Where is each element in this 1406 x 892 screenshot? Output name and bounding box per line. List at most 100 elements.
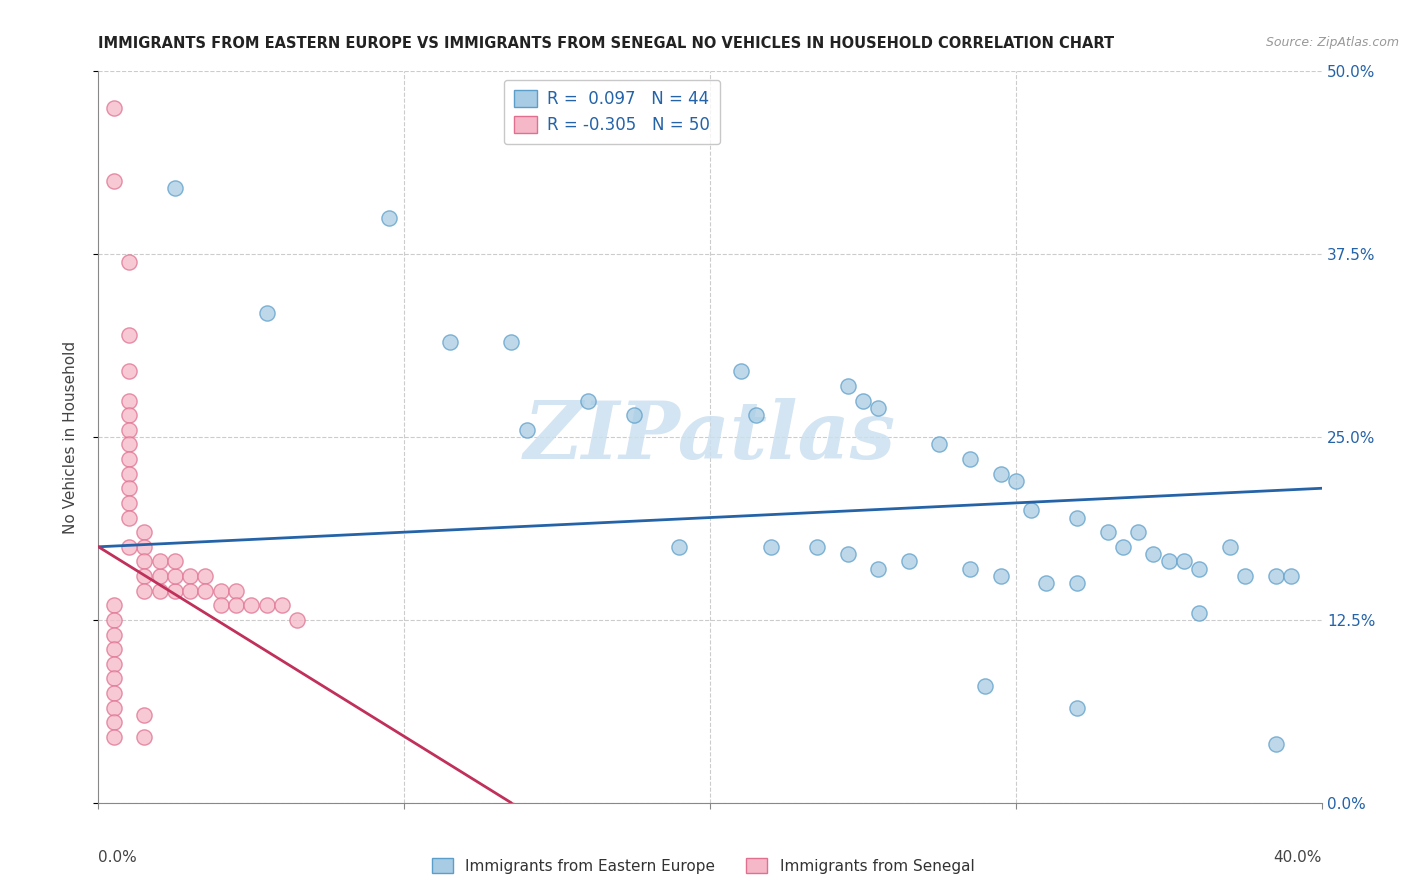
Point [163, 554, 186, 568]
Point [1004, 474, 1026, 488]
Point [209, 599, 232, 613]
Point [103, 672, 125, 686]
Point [118, 393, 141, 408]
Point [959, 562, 981, 576]
Point [852, 393, 875, 408]
Point [897, 554, 920, 568]
Point [118, 510, 141, 524]
Point [163, 181, 186, 195]
Point [285, 613, 308, 627]
Y-axis label: No Vehicles in Household: No Vehicles in Household [63, 341, 77, 533]
Point [1128, 525, 1150, 540]
Point [149, 583, 172, 598]
Point [134, 583, 156, 598]
Point [149, 554, 172, 568]
Point [1279, 569, 1302, 583]
Point [270, 599, 292, 613]
Point [118, 437, 141, 451]
Point [1188, 606, 1211, 620]
Point [103, 174, 125, 188]
Point [1264, 737, 1286, 751]
Point [730, 364, 752, 378]
Point [118, 467, 141, 481]
Point [668, 540, 690, 554]
Point [837, 547, 859, 561]
Point [1066, 510, 1088, 524]
Text: ZIPatlas: ZIPatlas [524, 399, 896, 475]
Point [868, 562, 890, 576]
Point [118, 408, 141, 422]
Point [103, 627, 125, 641]
Point [225, 599, 247, 613]
Point [501, 334, 523, 349]
Point [256, 599, 278, 613]
Point [1142, 547, 1164, 561]
Point [868, 401, 890, 415]
Point [623, 408, 645, 422]
Point [516, 423, 538, 437]
Legend: Immigrants from Eastern Europe, Immigrants from Senegal: Immigrants from Eastern Europe, Immigran… [426, 852, 980, 880]
Point [209, 583, 232, 598]
Point [149, 569, 172, 583]
Point [1097, 525, 1119, 540]
Point [134, 540, 156, 554]
Point [1035, 576, 1057, 591]
Point [134, 708, 156, 723]
Point [1157, 554, 1180, 568]
Point [928, 437, 950, 451]
Point [134, 554, 156, 568]
Point [240, 599, 263, 613]
Legend: R =  0.097   N = 44, R = -0.305   N = 50: R = 0.097 N = 44, R = -0.305 N = 50 [505, 79, 720, 145]
Point [103, 642, 125, 657]
Point [806, 540, 828, 554]
Point [990, 569, 1012, 583]
Text: 40.0%: 40.0% [1274, 849, 1322, 864]
Point [118, 496, 141, 510]
Point [179, 583, 201, 598]
Point [118, 423, 141, 437]
Point [103, 599, 125, 613]
Point [118, 481, 141, 495]
Point [759, 540, 782, 554]
Point [194, 569, 217, 583]
Text: Source: ZipAtlas.com: Source: ZipAtlas.com [1265, 36, 1399, 49]
Point [194, 583, 217, 598]
Text: IMMIGRANTS FROM EASTERN EUROPE VS IMMIGRANTS FROM SENEGAL NO VEHICLES IN HOUSEHO: IMMIGRANTS FROM EASTERN EUROPE VS IMMIGR… [98, 36, 1115, 51]
Point [225, 583, 247, 598]
Point [1066, 576, 1088, 591]
Point [103, 101, 125, 115]
Point [103, 715, 125, 730]
Point [103, 686, 125, 700]
Point [118, 327, 141, 342]
Point [1019, 503, 1042, 517]
Point [134, 569, 156, 583]
Point [1173, 554, 1195, 568]
Point [837, 379, 859, 393]
Point [576, 393, 599, 408]
Point [1264, 569, 1286, 583]
Point [103, 657, 125, 671]
Point [118, 540, 141, 554]
Point [990, 467, 1012, 481]
Point [745, 408, 768, 422]
Point [118, 364, 141, 378]
Text: 0.0%: 0.0% [98, 849, 138, 864]
Point [118, 254, 141, 268]
Point [378, 211, 401, 225]
Point [103, 730, 125, 744]
Point [179, 569, 201, 583]
Point [256, 306, 278, 320]
Point [163, 583, 186, 598]
Point [118, 452, 141, 467]
Point [103, 700, 125, 714]
Point [974, 679, 997, 693]
Point [1066, 700, 1088, 714]
Point [439, 334, 461, 349]
Point [134, 730, 156, 744]
Point [103, 613, 125, 627]
Point [1234, 569, 1257, 583]
Point [959, 452, 981, 467]
Point [163, 569, 186, 583]
Point [1112, 540, 1135, 554]
Point [134, 525, 156, 540]
